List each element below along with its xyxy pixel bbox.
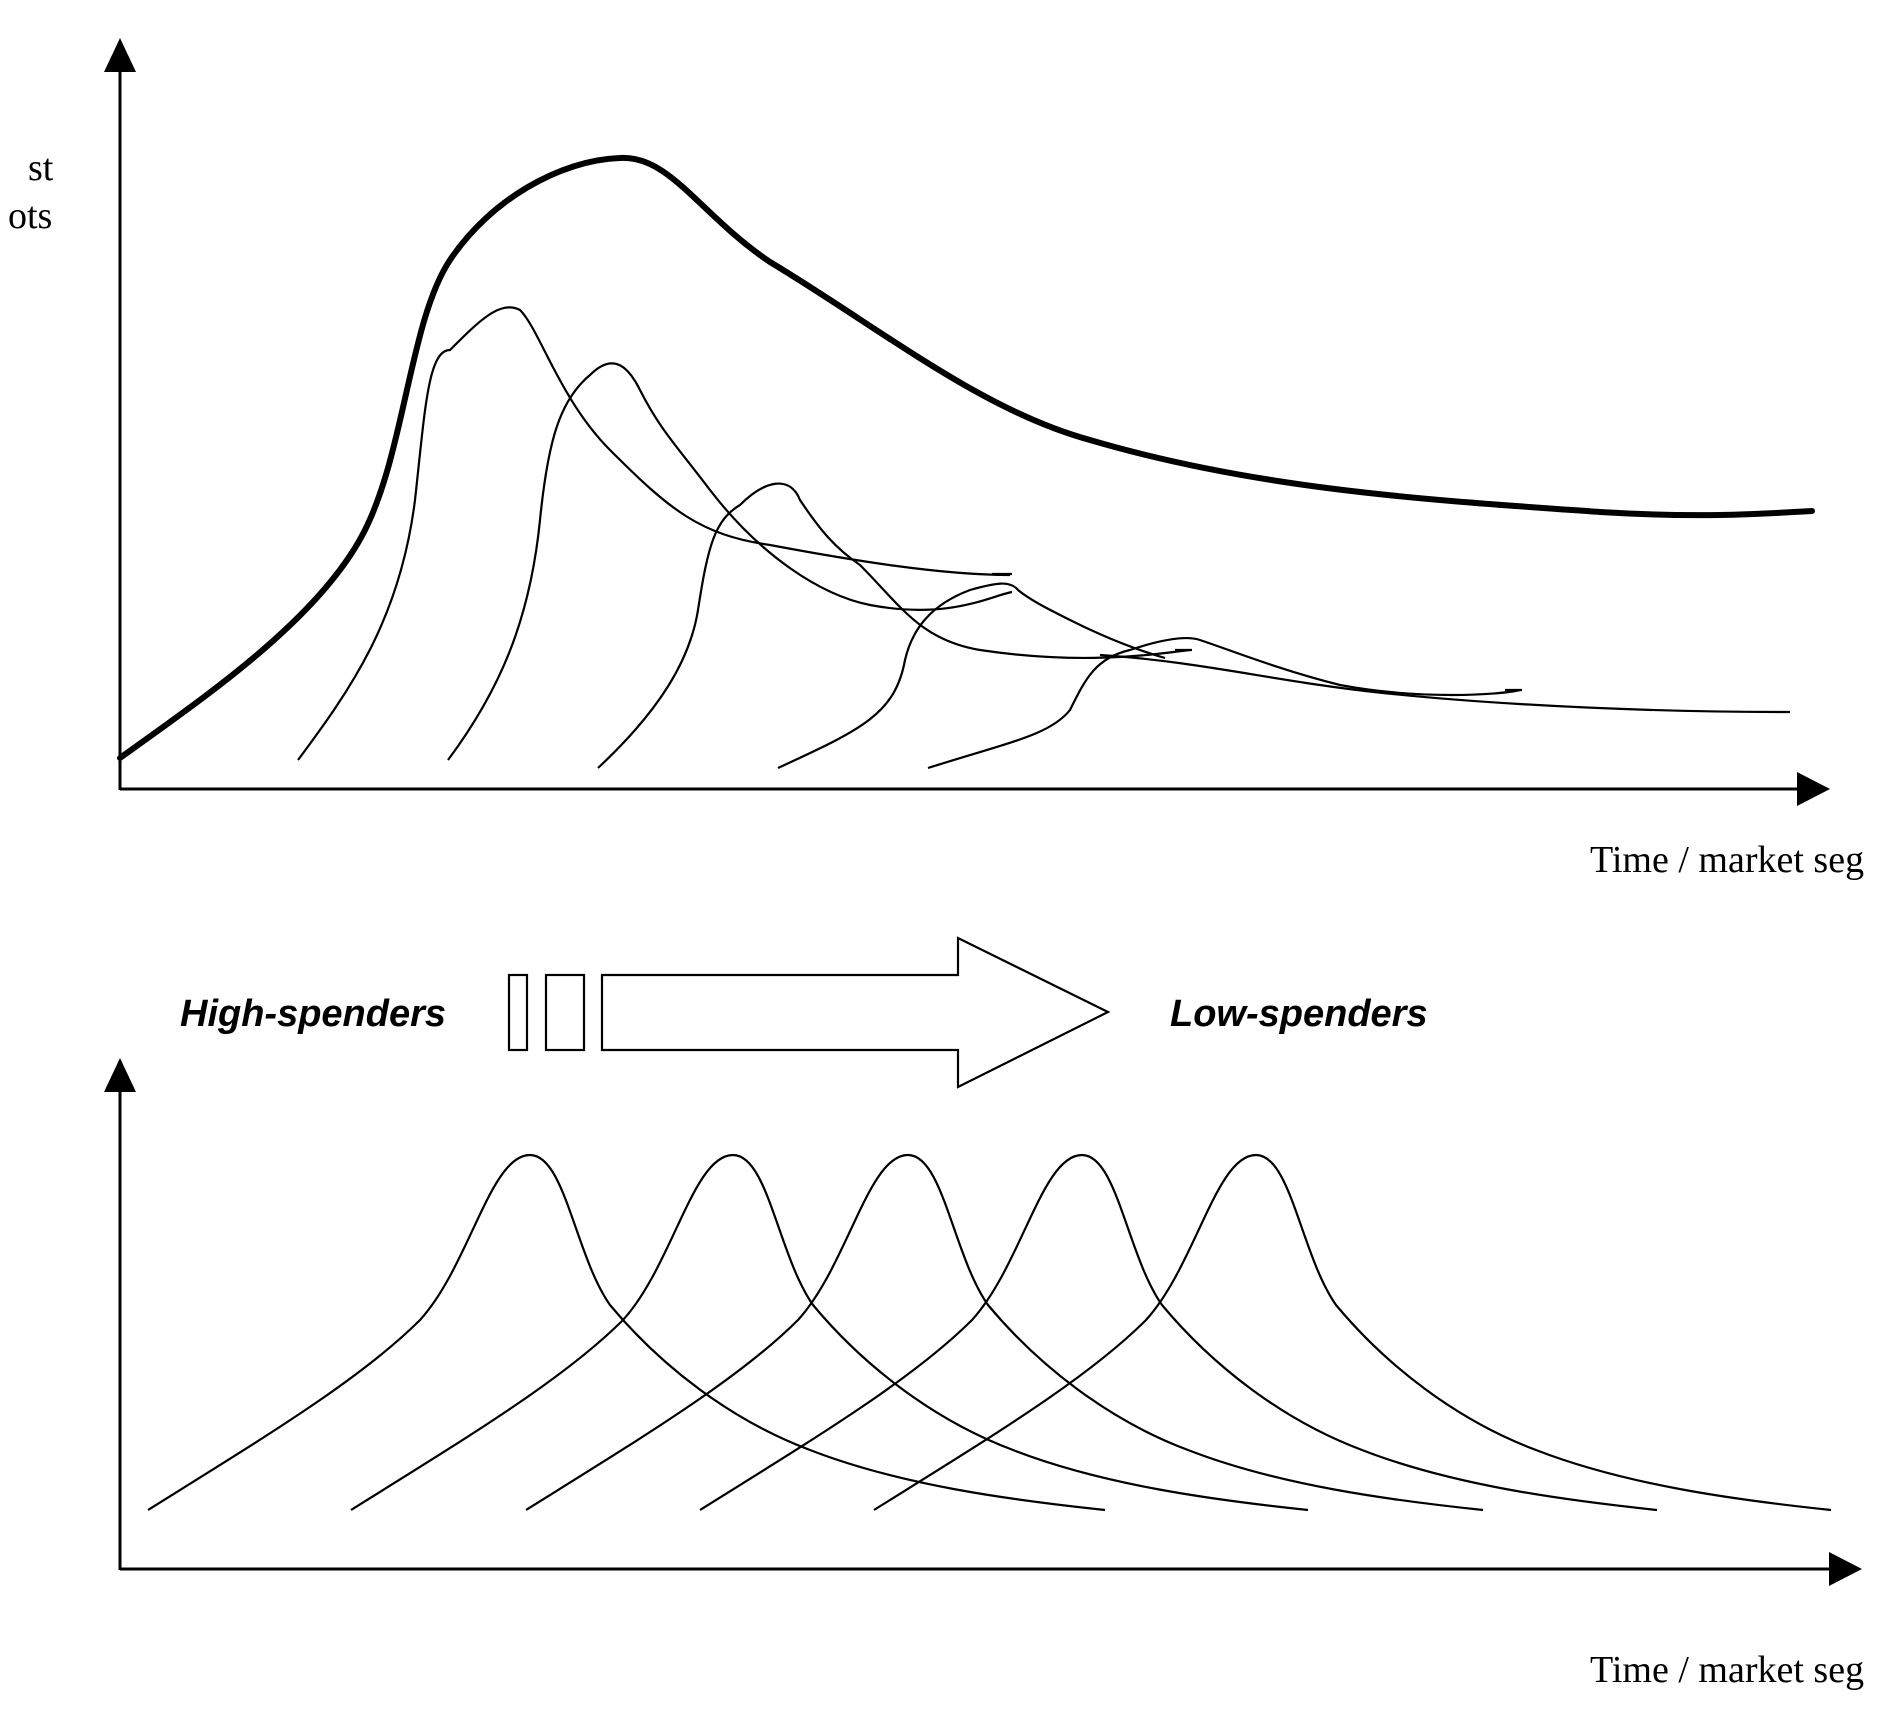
top-curve-4	[777, 582, 1166, 769]
top-panel: st ots Time / market seg	[8, 38, 1864, 881]
segment-curves	[147, 1153, 1832, 1512]
top-y-axis-label-line1: st	[28, 147, 54, 189]
direction-arrow	[600, 936, 1111, 1089]
top-y-axis-arrowhead	[104, 38, 136, 72]
bottom-x-axis-label: Time / market seg	[1590, 1649, 1864, 1691]
top-curve-5	[927, 636, 1521, 770]
aggregate-curve	[117, 154, 1815, 761]
segment-direction: High-spenders Low-spenders	[180, 936, 1428, 1089]
bottom-panel: Time / market seg	[104, 1058, 1864, 1691]
bottom-x-axis-arrowhead	[1829, 1552, 1862, 1586]
top-y-axis-label-line2: ots	[8, 195, 52, 237]
high-spenders-label: High-spenders	[180, 993, 446, 1035]
low-spenders-label: Low-spenders	[1170, 993, 1428, 1035]
segment-curve-2	[350, 1153, 1309, 1512]
arrow-tail-bar-2	[544, 973, 586, 1052]
bottom-y-axis-arrowhead	[104, 1058, 136, 1092]
top-curve-3	[597, 482, 1191, 769]
segment-curve-5	[873, 1153, 1832, 1512]
top-curve-2	[447, 362, 1013, 761]
segment-curve-4	[699, 1153, 1658, 1512]
top-x-axis-arrowhead	[1797, 772, 1830, 806]
segment-curve-3	[525, 1153, 1484, 1512]
top-curve-1	[297, 306, 1011, 761]
segment-curve-1	[147, 1153, 1106, 1512]
top-curve-6	[1099, 653, 1791, 714]
arrow-tail-bar-1	[507, 973, 529, 1052]
top-x-axis-label: Time / market seg	[1590, 839, 1864, 881]
